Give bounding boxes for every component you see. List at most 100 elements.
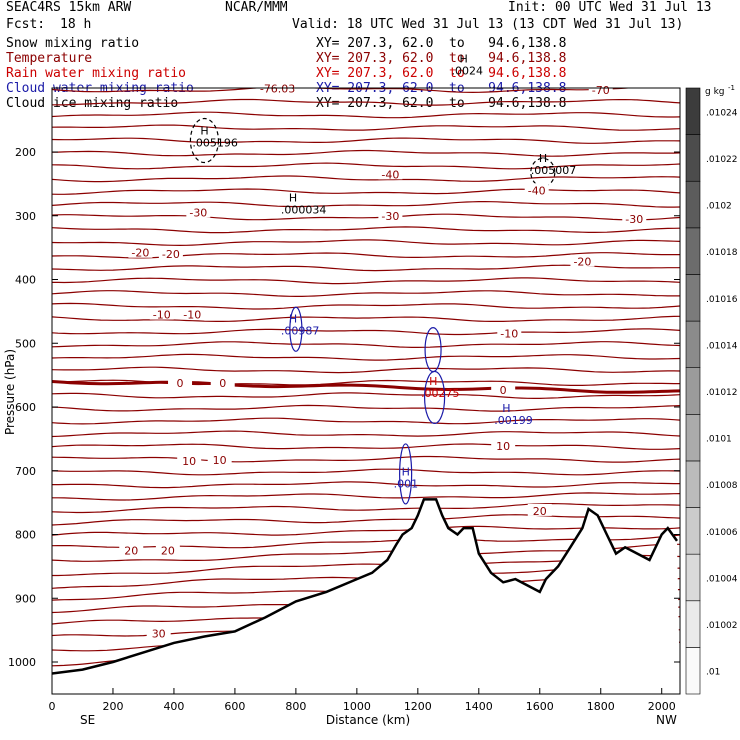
- x-tick-label: 1400: [465, 700, 493, 713]
- isotherm-label: -70: [592, 84, 610, 97]
- isotherm-line: [52, 455, 680, 463]
- colorbar-swatch: [685, 414, 701, 462]
- max-value-label: .00199: [494, 414, 533, 427]
- isotherm-label: -30: [189, 207, 207, 220]
- y-tick-label: 300: [15, 210, 36, 223]
- colorbar-label: .01018: [706, 248, 738, 258]
- field-section-coords: XY= 207.3, 62.0 to 94.6,138.8: [316, 51, 567, 66]
- isotherm-label: -40: [381, 168, 399, 181]
- colorbar-swatch: [685, 647, 701, 695]
- isotherm-label: -10: [183, 309, 201, 322]
- isotherm-label: -76.03: [260, 82, 295, 95]
- isotherm-line: [52, 443, 680, 450]
- contour-label-bg: [497, 326, 522, 339]
- isotherm-line: [52, 503, 680, 514]
- isotherm-line: [52, 430, 680, 438]
- isotherm-line: [52, 124, 680, 131]
- isotherm-label: -40: [528, 184, 546, 197]
- cloud-water-contour: [399, 443, 413, 505]
- init-time: Init: 00 UTC Wed 31 Jul 13: [508, 0, 712, 15]
- colorbar-label: .01008: [706, 481, 738, 491]
- max-marker-H: H: [460, 52, 468, 65]
- isotherm-line: [52, 137, 680, 144]
- contour-label-bg: [168, 375, 193, 388]
- isotherm-line: [52, 366, 680, 374]
- isotherm-line: [52, 404, 680, 412]
- isotherm-label: 0: [219, 377, 226, 390]
- x-end-label-left: SE: [80, 713, 95, 727]
- contour-label-bg: [588, 83, 613, 96]
- colorbar-swatch: [685, 227, 701, 275]
- cloud-water-contour: [423, 370, 446, 425]
- isotherm-line: [52, 226, 680, 234]
- isotherm-line: [52, 392, 680, 399]
- isotherm-label: -10: [153, 309, 171, 322]
- x-tick-label: 1600: [526, 700, 554, 713]
- colorbar-swatch: [685, 274, 701, 322]
- forecast-label: Fcst:: [6, 17, 46, 32]
- isotherm-label: 20: [161, 544, 175, 557]
- colorbar-label: .01012: [706, 388, 738, 398]
- x-tick-label: 2000: [648, 700, 676, 713]
- contour-label-bg: [524, 183, 549, 196]
- contour-label-bg: [155, 543, 180, 556]
- contour-label-bg: [570, 254, 595, 267]
- colorbar-unit-exponent: -1: [728, 84, 735, 92]
- contour-label-bg: [622, 211, 647, 224]
- isotherm-label: -20: [131, 247, 149, 260]
- isotherm-line: [52, 492, 680, 501]
- colorbar-label: .01: [706, 668, 720, 678]
- colorbar-swatch: [685, 320, 701, 368]
- isotherm-line: [52, 417, 680, 425]
- contour-label-bg: [378, 167, 403, 180]
- isotherm-line: [52, 175, 680, 183]
- x-end-label-right: NW: [656, 713, 677, 727]
- max-marker-H: H: [539, 152, 547, 165]
- colorbar-label: .01002: [706, 621, 738, 631]
- isotherm-label: 20: [124, 544, 138, 557]
- cloud-water-contour: [289, 306, 303, 352]
- organization: NCAR/MMM: [225, 0, 288, 15]
- forecast-hours: 18 h: [60, 17, 92, 32]
- colorbar-label: .0101: [706, 435, 732, 445]
- isotherm-line: [52, 188, 680, 195]
- isotherm-line: [52, 213, 680, 221]
- freezing-level-line: [52, 380, 680, 394]
- max-value-label: .00275: [421, 387, 460, 400]
- isotherm-line: [52, 328, 680, 336]
- valid-time: Valid: 18 UTC Wed 31 Jul 13 (13 CDT Wed …: [292, 17, 684, 32]
- max-value-label: .001: [394, 478, 419, 491]
- field-label: Snow mixing ratio: [6, 36, 140, 51]
- x-tick-label: 1000: [343, 700, 371, 713]
- max-marker-H: H: [429, 375, 437, 388]
- snow-contour: [530, 157, 556, 187]
- contour-label-bg: [180, 307, 205, 320]
- max-marker-H: H: [402, 466, 410, 479]
- y-tick-label: 1000: [8, 656, 36, 669]
- contour-label-bg: [265, 81, 290, 94]
- isotherm-line: [52, 88, 636, 94]
- colorbar-swatch: [685, 367, 701, 415]
- max-value-label: .000034: [281, 203, 327, 216]
- max-value-label: .00987: [281, 325, 320, 338]
- contour-label-bg: [527, 503, 552, 516]
- x-tick-label: 1200: [404, 700, 432, 713]
- max-marker-H: H: [502, 402, 510, 415]
- max-value-label: .005007: [531, 164, 577, 177]
- isotherm-label: -10: [500, 328, 518, 341]
- max-value-label: .005196: [192, 136, 238, 149]
- contour-label-bg: [146, 626, 171, 639]
- y-tick-label: 500: [15, 337, 36, 350]
- isotherm-line: [52, 341, 680, 348]
- isotherm-line: [52, 239, 680, 247]
- max-marker-H: H: [289, 313, 297, 326]
- y-tick-label: 200: [15, 146, 36, 159]
- isotherm-label: -30: [381, 210, 399, 223]
- isotherm-line: [52, 201, 680, 208]
- colorbar-swatch: [685, 180, 701, 229]
- x-tick-label: 800: [285, 700, 306, 713]
- isotherm-line: [52, 514, 680, 526]
- model-name: SEAC4RS 15km ARW: [6, 0, 132, 15]
- colorbar-label: .01006: [706, 528, 738, 538]
- colorbar-label: .01016: [706, 295, 738, 305]
